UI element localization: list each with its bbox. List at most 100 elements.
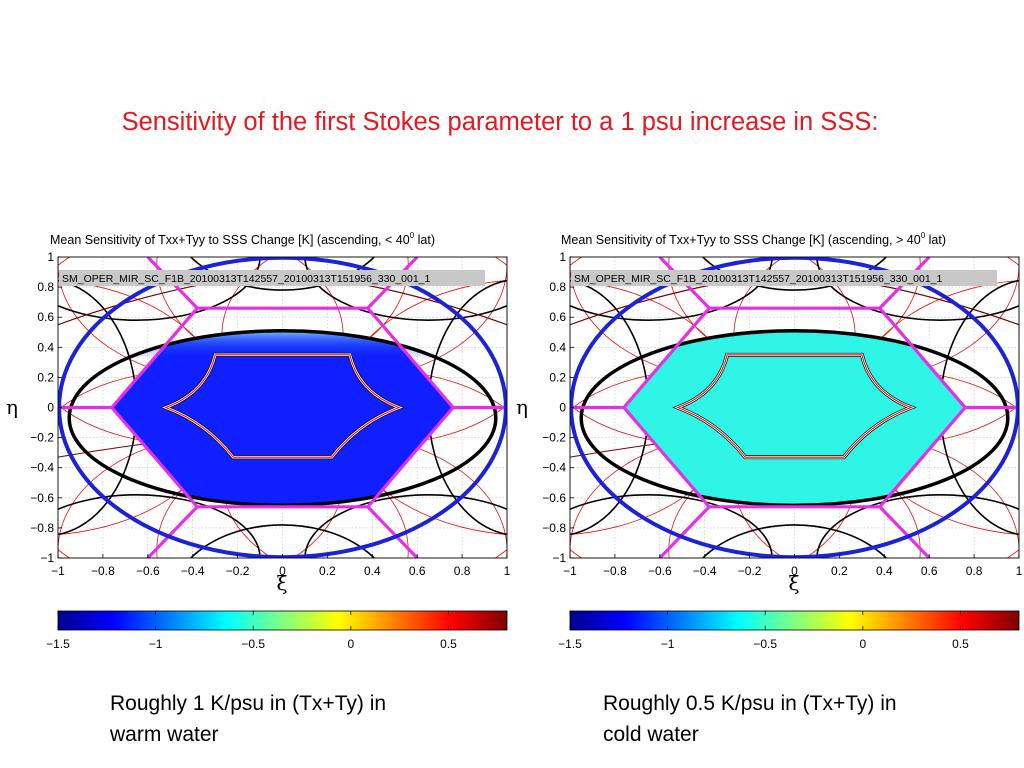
right-colorbar	[569, 610, 1020, 631]
left-x-tick-label: −0.8	[91, 564, 115, 578]
left-x-tick-label: −0.6	[136, 564, 160, 578]
left-x-tick-label: −0.4	[181, 564, 205, 578]
caption-left-line2: warm water	[110, 723, 219, 746]
left-x-tick-label: −1	[51, 564, 65, 578]
left-plot-area: SM_OPER_MIR_SC_F1B_20100313T142557_20100…	[30, 250, 510, 578]
right-horizon-arc	[570, 494, 773, 558]
right-colorbar-tick-label: −1.5	[558, 637, 582, 651]
right-x-tick-label: 0.6	[921, 564, 938, 578]
left-y-tick-label: 0.4	[37, 340, 54, 354]
left-y-tick-label: −0.8	[30, 521, 54, 535]
left-x-tick-label: −0.2	[226, 564, 250, 578]
left-colorbar-ticks: −1.5 −1 −0.5 0 0.5	[46, 611, 457, 651]
left-y-tick-label: 0.8	[37, 280, 54, 294]
caption-left-line1: Roughly 1 K/psu in (Tx+Ty) in	[110, 692, 387, 715]
left-horizon-arc	[189, 524, 376, 558]
left-hexagon-spoke	[146, 505, 199, 558]
left-horizon-arc	[189, 257, 376, 291]
right-y-tick-label: 0	[559, 401, 566, 415]
right-horizon-arc	[816, 494, 1019, 558]
right-y-tick-label: 0.8	[549, 280, 566, 294]
right-colorbar-tick-label: −1	[661, 637, 675, 651]
left-title-degree: 0	[410, 231, 415, 240]
left-y-tick-label: −0.4	[30, 461, 54, 475]
right-x-tick-label: −0.4	[693, 564, 717, 578]
left-x-tick-label: 0.6	[409, 564, 426, 578]
right-sensitivity-field	[623, 330, 966, 506]
right-colorbar-tick-label: 0	[859, 637, 866, 651]
right-horizon-arc	[701, 257, 888, 291]
right-plot-area: SM_OPER_MIR_SC_F1B_20100313T142557_20100…	[542, 250, 1022, 578]
left-x-tick-label: 0.8	[454, 564, 471, 578]
right-x-tick-label: 0	[791, 564, 798, 578]
left-colorbar-tick-label: −1.5	[46, 637, 70, 651]
left-product-label: SM_OPER_MIR_SC_F1B_20100313T142557_20100…	[59, 270, 485, 286]
right-x-tick-label: 0.2	[831, 564, 848, 578]
right-y-tick-label: 1	[559, 250, 566, 264]
left-product-label-text: SM_OPER_MIR_SC_F1B_20100313T142557_20100…	[62, 273, 431, 285]
right-horizon-arc	[701, 524, 888, 558]
right-y-tick-label: −0.8	[542, 521, 566, 535]
left-y-tick-label: 0	[47, 401, 54, 415]
right-axis-ticks: −1 −0.8 −0.6 −0.4 −0.2 0 0.2 0.4 0.6 0.8 1 1 0.8 0.6 0…	[542, 250, 1022, 578]
right-y-tick-label: 0.2	[549, 370, 566, 384]
left-colorbar-tick-label: −0.5	[241, 637, 265, 651]
left-y-tick-label: −1	[40, 551, 54, 565]
left-xlabel: ξ	[276, 571, 287, 595]
left-y-tick-label: −0.2	[30, 431, 54, 445]
left-x-tick-label: 0.4	[364, 564, 381, 578]
right-magenta-hexagon	[570, 257, 1019, 558]
right-panel-title: Mean Sensitivity of Txx+Tyy to SSS Chang…	[561, 231, 946, 247]
right-x-tick-label: −1	[563, 564, 577, 578]
right-ylabel: η	[516, 395, 528, 419]
right-x-tick-label: −0.6	[648, 564, 672, 578]
caption-left: Roughly 1 K/psu in (Tx+Ty) in warm water	[110, 688, 386, 750]
right-y-tick-label: −0.4	[542, 461, 566, 475]
left-horizon-arc	[58, 494, 261, 558]
right-y-tick-label: −1	[552, 551, 566, 565]
right-field-fill	[623, 330, 966, 506]
right-x-tick-label: −0.2	[738, 564, 762, 578]
left-afov-outline-red	[164, 354, 401, 458]
caption-right-line1: Roughly 0.5 K/psu in (Tx+Ty) in	[603, 692, 897, 715]
left-y-tick-label: −0.6	[30, 491, 54, 505]
left-colorbar-tick-label: 0	[347, 637, 354, 651]
left-panel-title: Mean Sensitivity of Txx+Tyy to SSS Chang…	[50, 231, 435, 247]
right-product-label: SM_OPER_MIR_SC_F1B_20100313T142557_20100…	[571, 270, 997, 286]
left-axis-ticks: −1 −0.8 −0.6 −0.4 −0.2 0 0.2 0.4 0.6 0.8 1 1 0.8 0.6 0…	[30, 250, 510, 578]
left-colorbar	[57, 610, 508, 631]
left-horizon-arc	[304, 494, 507, 558]
left-x-tick-label: 1	[504, 564, 511, 578]
left-plot-content	[58, 257, 507, 558]
right-y-tick-label: −0.6	[542, 491, 566, 505]
right-panel: Mean Sensitivity of Txx+Tyy to SSS Chang…	[516, 231, 1023, 651]
right-x-tick-label: 0.4	[876, 564, 893, 578]
left-product-label-box	[59, 270, 485, 286]
right-x-tick-label: 1	[1016, 564, 1023, 578]
caption-right-line2: cold water	[603, 723, 699, 746]
left-x-tick-label: 0	[279, 564, 286, 578]
left-x-tick-label: 0.2	[319, 564, 336, 578]
right-colorbar-tick-label: −0.5	[753, 637, 777, 651]
right-product-label-text: SM_OPER_MIR_SC_F1B_20100313T142557_20100…	[574, 273, 943, 285]
right-xlabel: ξ	[788, 571, 799, 595]
left-y-tick-label: 0.6	[37, 310, 54, 324]
right-x-tick-label: −0.8	[603, 564, 627, 578]
right-colorbar-tick-label: 0.5	[952, 637, 969, 651]
right-title-degree: 0	[921, 231, 926, 240]
left-colorbar-tick-label: 0.5	[440, 637, 457, 651]
right-y-tick-label: 0.4	[549, 340, 566, 354]
left-hexagon-spoke	[366, 505, 419, 558]
slide-title: Sensitivity of the first Stokes paramete…	[121, 108, 879, 136]
left-colorbar-tick-label: −1	[149, 637, 163, 651]
left-y-tick-label: 1	[47, 250, 54, 264]
right-y-tick-label: 0.6	[549, 310, 566, 324]
left-y-tick-label: 0.2	[37, 370, 54, 384]
right-hexagon-spoke	[878, 505, 931, 558]
left-panel: Mean Sensitivity of Txx+Tyy to SSS Chang…	[6, 231, 511, 651]
right-y-tick-label: −0.2	[542, 431, 566, 445]
right-x-tick-label: 0.8	[966, 564, 983, 578]
left-ylabel: η	[6, 395, 18, 419]
caption-right: Roughly 0.5 K/psu in (Tx+Ty) in cold wat…	[603, 688, 897, 750]
